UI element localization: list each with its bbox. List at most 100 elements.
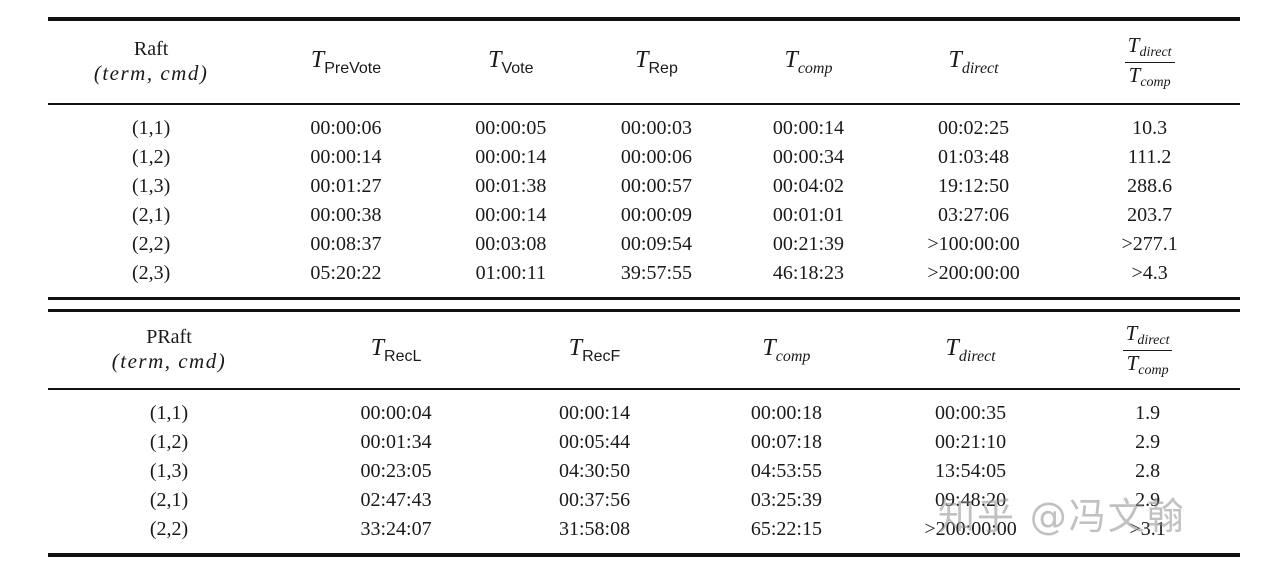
mid-rule-gap [48,300,1240,309]
table-row: (1,1) 00:00:04 00:00:14 00:00:18 00:00:35 1.9 [48,399,1240,428]
paper-table-sheet: Raft (term, cmd) TPreVote TVote TRep Tcomp T… [48,0,1240,557]
value-cell: 00:00:03 [620,117,693,139]
value-cell: 00:00:06 [620,146,693,168]
row-label: (2,2) [149,518,189,540]
table-top-rule [48,17,1240,21]
praft-term-cmd-label: (term, cmd) [111,349,227,374]
value-cell: 00:07:18 [750,431,822,453]
value-cell: >277.1 [1121,233,1178,255]
row-label: (1,1) [131,117,171,139]
raft-column-header: Tdirect Tcomp [1059,33,1240,91]
value-cell: 04:30:50 [558,460,631,482]
table-bottom-rule [48,553,1240,557]
top-margin [48,0,1240,17]
value-cell: 31:58:08 [558,518,631,540]
value-cell: >200:00:00 [927,262,1020,284]
mid-rule-upper [48,297,1240,300]
value-cell: 00:01:01 [772,204,845,226]
praft-title: PRaft [146,326,192,349]
value-cell: 46:18:23 [772,262,845,284]
value-cell: 00:21:10 [935,431,1007,453]
value-cell: 01:00:11 [475,262,546,284]
value-cell: 33:24:07 [360,518,432,540]
value-cell: 00:00:14 [772,117,845,139]
value-cell: >4.3 [1131,262,1168,284]
table-row: (2,1) 00:00:38 00:00:14 00:00:09 00:01:01 03:… [48,201,1240,230]
raft-column-header: TPreVote [254,47,438,78]
value-cell: 2.9 [1135,489,1161,511]
value-cell: 00:02:25 [937,117,1010,139]
fraction-Tdirect-over-Tcomp: Tdirect Tcomp [1124,33,1175,91]
value-cell: 09:48:20 [935,489,1007,511]
row-label: (2,1) [149,489,189,511]
praft-rows: (1,1) 00:00:04 00:00:14 00:00:18 00:00:35 1.9… [48,390,1240,553]
table-row: (1,1) 00:00:06 00:00:05 00:00:03 00:00:14 00:… [48,114,1240,143]
value-cell: 00:00:18 [750,402,822,424]
math-symbol-T-comp: Tcomp [1128,63,1171,90]
value-cell: 02:47:43 [360,489,432,511]
math-symbol-T-Rep: TRep [635,46,678,77]
praft-column-header: Tdirect [886,335,1055,366]
value-cell: 00:21:39 [772,233,845,255]
table-row: (1,2) 00:00:14 00:00:14 00:00:06 00:00:34 01:… [48,143,1240,172]
value-cell: 00:00:09 [620,204,693,226]
praft-label-cell: PRaft (term, cmd) [48,326,290,373]
raft-title: Raft [133,38,169,61]
value-cell: 00:00:38 [310,204,382,226]
value-cell: 00:00:14 [475,146,547,168]
table-row: (2,1) 02:47:43 00:37:56 03:25:39 09:48:20 2.9 [48,486,1240,515]
raft-rows: (1,1) 00:00:06 00:00:05 00:00:03 00:00:14 00:… [48,105,1240,297]
value-cell: >200:00:00 [924,518,1017,540]
value-cell: 00:04:02 [772,175,845,197]
row-label: (2,1) [131,204,171,226]
value-cell: 00:03:08 [475,233,547,255]
value-cell: 00:00:14 [558,402,631,424]
math-symbol-T-comp: Tcomp [784,46,833,77]
value-cell: 00:01:38 [475,175,547,197]
raft-label-cell: Raft (term, cmd) [48,38,254,85]
table-row: (2,2) 33:24:07 31:58:08 65:22:15 >200:00:00 >… [48,515,1240,544]
value-cell: 05:20:22 [310,262,382,284]
value-cell: 00:01:34 [360,431,432,453]
value-cell: 00:37:56 [558,489,631,511]
value-cell: 10.3 [1132,117,1168,139]
value-cell: 00:00:35 [935,402,1007,424]
value-cell: >3.1 [1129,518,1166,540]
value-cell: 00:08:37 [310,233,382,255]
value-cell: 03:27:06 [937,204,1010,226]
value-cell: 03:25:39 [750,489,822,511]
value-cell: 04:53:55 [750,460,822,482]
value-cell: 00:00:14 [475,204,547,226]
value-cell: 288.6 [1127,175,1173,197]
row-label: (2,3) [131,262,171,284]
praft-column-header: Tdirect Tcomp [1055,320,1240,379]
value-cell: 00:01:27 [310,175,382,197]
table-row: (2,3) 05:20:22 01:00:11 39:57:55 46:18:23 >20… [48,259,1240,288]
math-symbol-T-PreVote: TPreVote [310,46,382,77]
value-cell: 203.7 [1127,204,1173,226]
value-cell: 2.8 [1135,460,1161,482]
raft-term-cmd-label: (term, cmd) [93,61,209,86]
value-cell: 00:00:06 [310,117,382,139]
math-symbol-T-Vote: TVote [488,46,534,77]
row-label: (1,1) [149,402,189,424]
raft-header-row: Raft (term, cmd) TPreVote TVote TRep Tcomp T… [48,21,1240,103]
value-cell: 65:22:15 [750,518,822,540]
math-symbol-T-direct: Tdirect [948,46,999,77]
math-symbol-T-direct: Tdirect [1125,320,1170,348]
raft-column-header: Tcomp [729,47,888,78]
praft-column-header: Tcomp [687,335,886,366]
value-cell: 2.9 [1135,431,1161,453]
table-row: (2,2) 00:08:37 00:03:08 00:09:54 00:21:39 >10… [48,230,1240,259]
raft-column-header: Tdirect [888,47,1060,78]
value-cell: 00:00:34 [772,146,845,168]
row-label: (1,2) [149,431,189,453]
math-symbol-T-RecL: TRecL [370,334,422,365]
praft-column-header: TRecL [290,335,502,366]
row-label: (1,2) [131,146,171,168]
value-cell: 39:57:55 [620,262,693,284]
table-row: (1,3) 00:01:27 00:01:38 00:00:57 00:04:02 19:… [48,172,1240,201]
math-symbol-T-direct: Tdirect [945,334,996,365]
value-cell: 1.9 [1135,402,1161,424]
value-cell: 00:05:44 [558,431,631,453]
